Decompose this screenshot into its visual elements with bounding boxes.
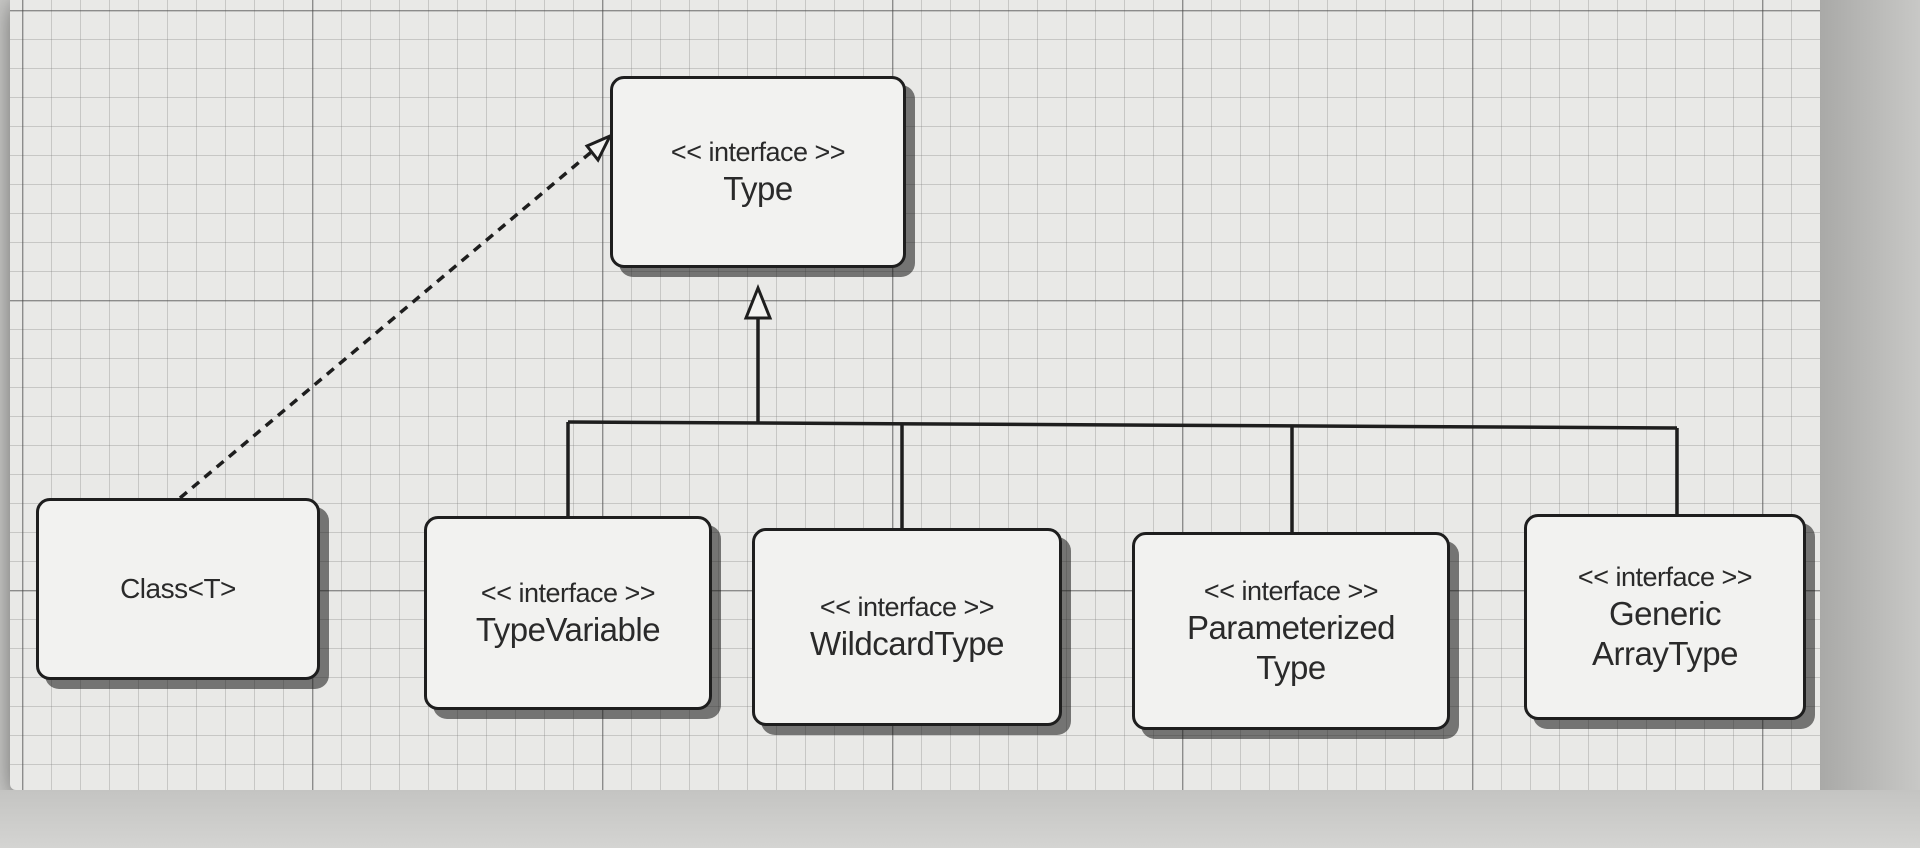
typevariable-name: TypeVariable [475,611,661,648]
typevariable-stereotype: << interface >> [480,578,656,608]
genericarraytype-name-line1: Generic [1608,595,1722,632]
inheritance-arrowhead [743,283,773,320]
parameterizedtype-interface-box: << interface >> Parameterized Type [1132,532,1450,730]
class-t-box: Class<T> [36,498,320,680]
page-bottom-shadow [0,790,1920,848]
genericarraytype-stereotype: << interface >> [1577,562,1753,592]
type-stereotype: << interface >> [670,137,846,167]
parameterizedtype-name-line1: Parameterized [1186,609,1396,646]
page-edge-shadow [1820,0,1920,790]
genericarraytype-name-line2: ArrayType [1592,635,1738,672]
realization-arrowhead [584,132,614,163]
genericarraytype-interface-box: << interface >> Generic ArrayType [1524,514,1806,720]
wildcardtype-stereotype: << interface >> [819,592,995,622]
type-name: Type [723,170,793,207]
wildcardtype-interface-box: << interface >> WildcardType [752,528,1062,726]
realization-edge-class-to-type [178,146,598,500]
wildcardtype-name: WildcardType [810,625,1004,662]
parameterizedtype-stereotype: << interface >> [1203,576,1379,606]
parameterizedtype-name-line2: Type [1256,649,1326,686]
type-interface-box: << interface >> Type [610,76,906,268]
typevariable-interface-box: << interface >> TypeVariable [424,516,712,710]
inheritance-bus [567,420,1678,430]
class-t-name: Class<T> [120,573,236,604]
